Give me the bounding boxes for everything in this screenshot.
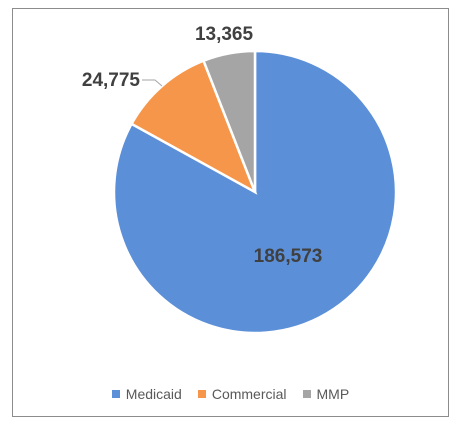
- legend-swatch-mmp: [302, 390, 311, 398]
- legend-item-mmp: MMP: [302, 386, 350, 402]
- data-label-commercial: 24,775: [82, 70, 141, 91]
- legend: Medicaid Commercial MMP: [0, 386, 461, 402]
- legend-label-mmp: MMP: [316, 386, 350, 402]
- legend-label-commercial: Commercial: [211, 386, 287, 402]
- legend-swatch-medicaid: [111, 390, 120, 398]
- slice-mmp: [201, 49, 257, 193]
- legend-label-medicaid: Medicaid: [125, 386, 182, 402]
- data-label-mmp: 13,365: [195, 24, 254, 45]
- legend-item-medicaid: Medicaid: [111, 386, 182, 402]
- legend-swatch-commercial: [197, 390, 206, 398]
- leader-line-commercial: [142, 79, 163, 87]
- legend-item-commercial: Commercial: [197, 386, 287, 402]
- data-label-medicaid: 186,573: [254, 246, 323, 267]
